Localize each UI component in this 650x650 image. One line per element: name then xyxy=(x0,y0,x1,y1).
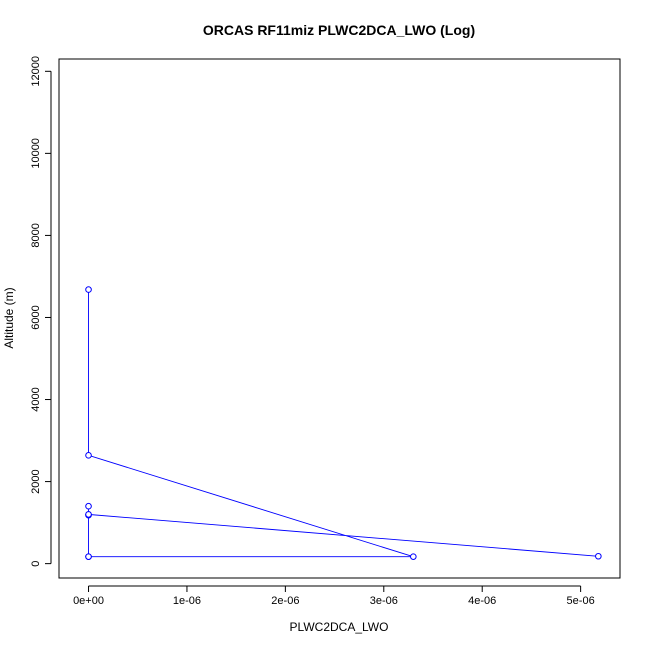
x-tick-label: 3e-06 xyxy=(370,595,398,607)
data-point xyxy=(85,286,92,293)
x-tick-label: 4e-06 xyxy=(468,595,496,607)
series-layer xyxy=(85,286,602,560)
x-tick-label: 5e-06 xyxy=(567,595,595,607)
y-tick-label: 12000 xyxy=(30,56,42,87)
y-tick-label: 8000 xyxy=(30,223,42,247)
y-tick-label: 6000 xyxy=(30,305,42,329)
data-point xyxy=(85,502,92,510)
plot-frame xyxy=(58,58,621,579)
data-point xyxy=(85,511,92,518)
data-point xyxy=(410,553,417,560)
data-point xyxy=(85,553,92,560)
y-tick-label: 0 xyxy=(30,561,42,567)
x-tick-label: 2e-06 xyxy=(271,595,299,607)
data-point xyxy=(595,552,602,560)
x-tick-label: 1e-06 xyxy=(173,595,201,607)
series-line xyxy=(88,289,599,558)
chart-title: ORCAS RF11miz PLWC2DCA_LWO (Log) xyxy=(203,22,475,38)
y-tick-label: 10000 xyxy=(30,138,42,169)
x-axis: 0e+00 1e-06 2e-06 3e-06 4e-06 5e-06 xyxy=(73,585,595,607)
y-axis-label: Altitude (m) xyxy=(2,287,16,348)
x-tick-label: 0e+00 xyxy=(73,595,104,607)
data-point xyxy=(85,452,92,459)
y-axis: 0 2000 4000 6000 8000 10000 12000 xyxy=(30,56,52,567)
y-tick-label: 4000 xyxy=(30,387,42,411)
x-axis-label: PLWC2DCA_LWO xyxy=(290,620,389,634)
y-tick-label: 2000 xyxy=(30,469,42,493)
